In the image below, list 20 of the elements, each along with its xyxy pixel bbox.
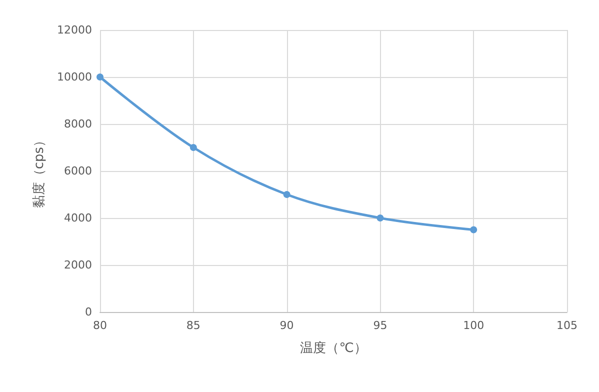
point: [96, 74, 104, 80]
point: [470, 226, 478, 234]
x-tick-label: 105: [556, 319, 578, 332]
y-tick-label: 2000: [64, 258, 92, 272]
point: [190, 144, 197, 151]
y-axis-title: 黏度（cps）: [31, 134, 48, 208]
x-tick-label: 90: [280, 319, 294, 332]
x-tick-label: 100: [463, 319, 484, 332]
x-tick-label: 95: [373, 319, 388, 332]
y-tick-label: 8000: [64, 118, 92, 130]
y-tick-label: 4000: [64, 212, 92, 224]
x-axis-title: 温度（℃）: [300, 340, 367, 356]
y-tick-label: 12000: [57, 24, 92, 36]
y-tick-label: 10000: [57, 70, 92, 84]
point: [283, 191, 290, 198]
y-tick-label: 6000: [64, 164, 92, 178]
x-tick-label: 85: [186, 319, 200, 332]
x-tick-label: 80: [93, 319, 107, 332]
y-tick-label: 0: [85, 306, 92, 318]
point: [376, 214, 384, 222]
